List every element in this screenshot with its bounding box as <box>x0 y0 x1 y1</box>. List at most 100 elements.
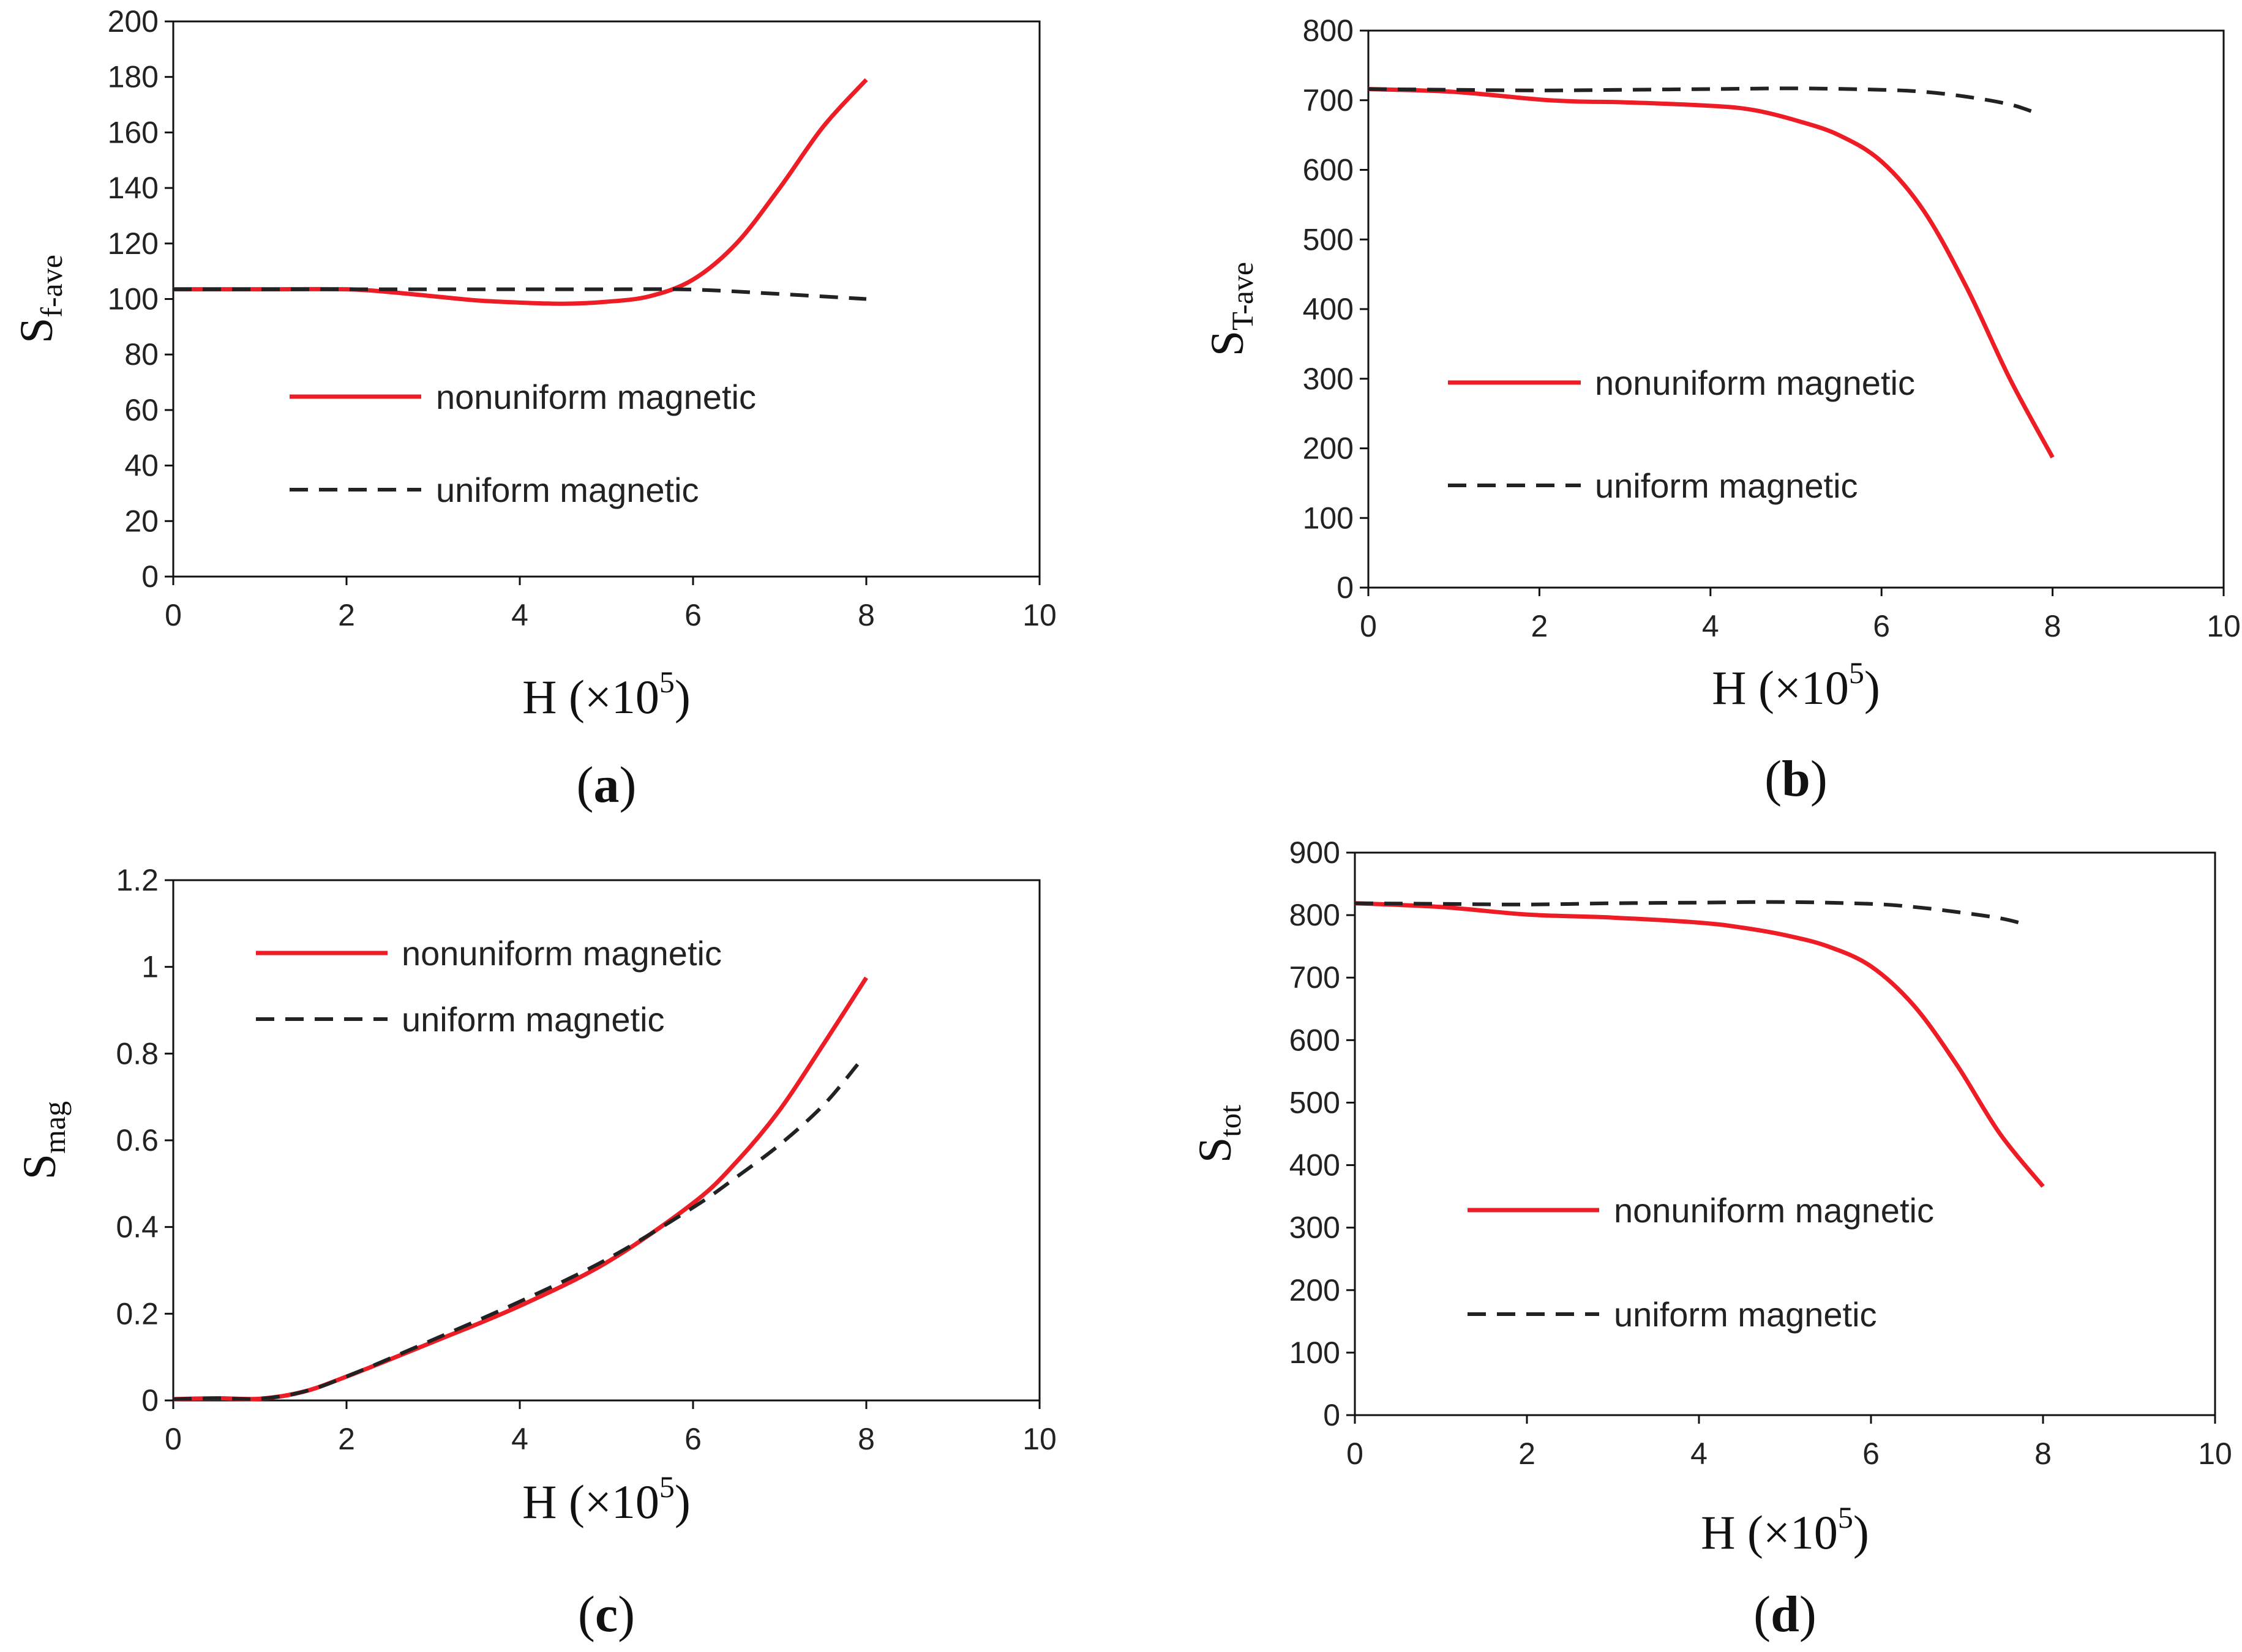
legend: nonuniform magnetic uniform magnetic <box>1448 364 1915 505</box>
series-line-uniform <box>1368 86 2036 115</box>
legend-entry-label: nonuniform magnetic <box>1595 364 1915 402</box>
chart-panel-b: 0 100 200 300 400 500 600 700 800 0 2 4 6 8 10 ST-ave H … <box>1202 13 2241 807</box>
panel-label: (d) <box>1753 1586 1816 1643</box>
y-tick-label: 60 <box>124 393 159 427</box>
panel-label-open: ( <box>577 757 594 813</box>
panel-label-open: ( <box>1753 1586 1771 1643</box>
legend-entry-label: nonuniform magnetic <box>436 378 756 416</box>
y-tick-label: 500 <box>1289 1085 1340 1119</box>
chart-panel-d: 0 100 200 300 400 500 600 700 800 900 0 2 4 6 8 10 Stot H… <box>1190 835 2232 1643</box>
x-axis-label: H (×105) <box>522 665 691 723</box>
y-axis-label: Smag <box>14 1101 72 1179</box>
y-tick-label: 40 <box>124 449 159 483</box>
x-axis-label-main: H (×10 <box>522 670 659 723</box>
x-tick-label: 10 <box>2206 609 2241 643</box>
y-tick-label: 300 <box>1303 362 1354 396</box>
x-axis-label-exponent: 5 <box>1838 1500 1853 1534</box>
y-tick-label: 600 <box>1289 1023 1340 1057</box>
y-axis-label-main: S <box>1190 1137 1241 1163</box>
x-tick-label: 2 <box>338 598 355 632</box>
y-tick-label: 100 <box>108 282 159 316</box>
legend: nonuniform magnetic uniform magnetic <box>290 378 756 509</box>
x-tick-label: 10 <box>2198 1437 2232 1471</box>
series-line-nonuniform <box>173 78 868 306</box>
legend-entry-label: uniform magnetic <box>402 1000 665 1039</box>
series-line-nonuniform <box>1354 901 2045 1188</box>
x-axis-label-exponent: 5 <box>659 665 675 699</box>
y-tick-label: 400 <box>1289 1148 1340 1183</box>
x-axis-label: H (×105) <box>522 1470 691 1528</box>
legend-entry-label: uniform magnetic <box>1595 466 1858 505</box>
x-tick-label: 6 <box>684 1422 702 1456</box>
y-tick-label: 120 <box>108 226 159 261</box>
panel-label-letter: c <box>595 1586 618 1643</box>
y-tick-label: 100 <box>1289 1336 1340 1370</box>
y-tick-label: 0 <box>1323 1398 1340 1432</box>
x-axis-label-close: ) <box>1864 661 1880 714</box>
y-tick-label: 800 <box>1303 13 1354 48</box>
panel-label: (a) <box>577 757 637 813</box>
panel-label: (c) <box>578 1586 635 1643</box>
panel-label-open: ( <box>1764 750 1782 807</box>
y-axis-label-main: S <box>1202 331 1253 356</box>
series-line-uniform <box>173 287 867 301</box>
x-axis-label-close: ) <box>675 670 691 723</box>
panel-label-close: ) <box>618 1586 635 1643</box>
x-tick-label: 4 <box>511 598 528 632</box>
y-tick-label: 900 <box>1289 835 1340 870</box>
y-tick-label: 600 <box>1303 153 1354 187</box>
x-tick-label: 4 <box>511 1422 528 1456</box>
x-tick-label: 2 <box>1518 1437 1535 1471</box>
y-tick-label: 20 <box>124 504 159 538</box>
x-axis-label-close: ) <box>1853 1506 1869 1559</box>
x-tick-label: 6 <box>1873 609 1890 643</box>
y-tick-label: 800 <box>1289 898 1340 932</box>
series-line-uniform <box>173 1063 860 1401</box>
y-axis-label-sub: mag <box>37 1101 72 1154</box>
y-tick-label: 700 <box>1303 83 1354 118</box>
panel-label-close: ) <box>1799 1586 1816 1643</box>
panel-label-open: ( <box>578 1586 595 1643</box>
x-axis-label: H (×105) <box>1712 656 1880 714</box>
y-tick-label: 0.6 <box>116 1123 159 1157</box>
legend-entry-label: nonuniform magnetic <box>1614 1191 1934 1230</box>
y-axis-label-sub: tot <box>1213 1105 1247 1137</box>
panel-label-close: ) <box>1810 750 1828 807</box>
x-axis-label: H (×105) <box>1701 1500 1869 1559</box>
x-axis-label-main: H (×10 <box>1712 661 1849 714</box>
series-line-uniform <box>1354 900 2026 927</box>
y-tick-label: 0.4 <box>116 1210 159 1244</box>
y-axis-label: Stot <box>1190 1105 1247 1163</box>
x-tick-label: 8 <box>2034 1437 2052 1471</box>
x-tick-label: 8 <box>2044 609 2061 643</box>
panel-label-close: ) <box>620 757 637 813</box>
y-tick-label: 400 <box>1303 292 1354 326</box>
y-tick-label: 200 <box>108 4 159 39</box>
x-tick-label: 10 <box>1022 598 1057 632</box>
y-axis-label: ST-ave <box>1202 262 1259 356</box>
x-tick-label: 2 <box>1531 609 1548 643</box>
y-tick-label: 200 <box>1289 1273 1340 1307</box>
x-axis-label-close: ) <box>675 1475 691 1528</box>
legend: nonuniform magnetic uniform magnetic <box>1468 1191 1934 1334</box>
x-tick-label: 6 <box>684 598 702 632</box>
x-tick-label: 0 <box>1346 1437 1363 1471</box>
x-tick-label: 0 <box>1360 609 1377 643</box>
y-tick-label: 200 <box>1303 432 1354 466</box>
y-tick-label: 80 <box>124 337 159 372</box>
y-tick-label: 0 <box>141 559 159 594</box>
x-tick-label: 10 <box>1022 1422 1057 1456</box>
y-tick-label: 0 <box>1337 570 1354 605</box>
y-axis-label-main: S <box>14 1154 66 1179</box>
series-line-nonuniform <box>1368 87 2055 458</box>
chart-panel-a: 0 20 40 60 80 100 120 140 160 180 200 0 2 4 6 8 10 Sf-ave… <box>11 4 1057 813</box>
panel-label: (b) <box>1764 750 1828 807</box>
y-tick-label: 1.2 <box>116 863 159 897</box>
x-tick-label: 4 <box>1690 1437 1708 1471</box>
x-tick-label: 8 <box>858 1422 875 1456</box>
panel-label-letter: a <box>594 757 620 813</box>
y-axis-label-sub: f-ave <box>34 255 69 318</box>
y-tick-label: 0 <box>141 1383 159 1418</box>
